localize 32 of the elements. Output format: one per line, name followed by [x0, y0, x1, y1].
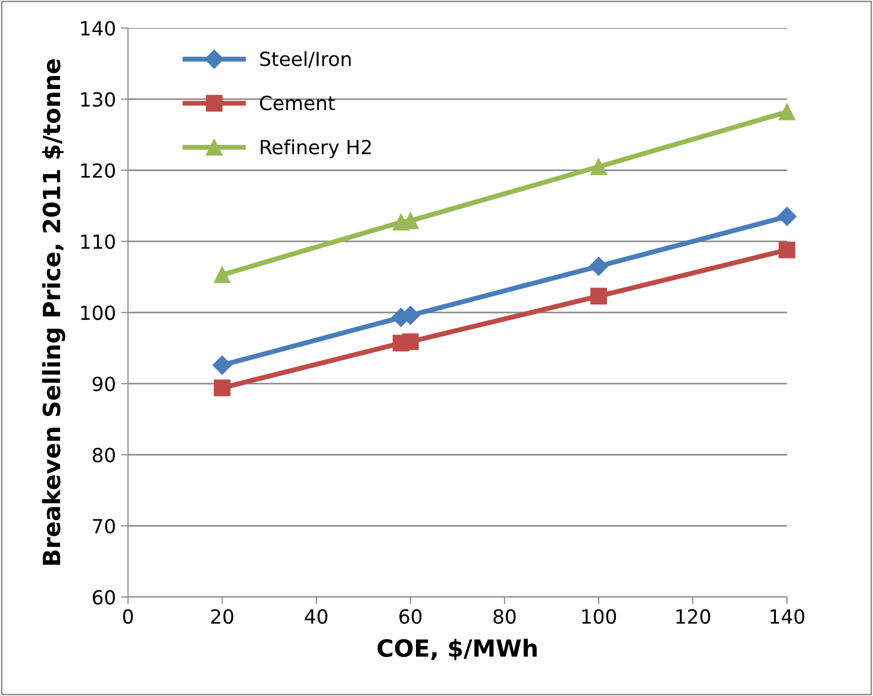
- y-tick-label: 70: [93, 518, 115, 534]
- y-tick-label: 110: [81, 234, 115, 250]
- y-tick-label: 60: [92, 590, 115, 605]
- point: [590, 288, 608, 304]
- x-tick-label: 100: [582, 609, 616, 624]
- point: [214, 380, 230, 396]
- point: [402, 333, 419, 350]
- x-tick-label: 0: [123, 609, 133, 624]
- point: [778, 242, 796, 258]
- y-tick-label: 90: [92, 376, 115, 392]
- point: [589, 256, 608, 276]
- legend-label: Steel/Iron: [260, 51, 351, 68]
- point: [590, 158, 608, 176]
- y-tick-label: 120: [81, 163, 115, 178]
- x-tick-label: 40: [304, 609, 328, 624]
- point: [212, 356, 232, 375]
- point: [778, 104, 796, 120]
- y-tick-label: 130: [81, 92, 115, 107]
- x-axis-title: COE, $/MWh: [378, 638, 537, 660]
- x-tick-label: 20: [211, 609, 234, 624]
- y-tick-label: 100: [81, 305, 115, 320]
- x-tick-label: 60: [399, 609, 422, 624]
- x-tick-label: 80: [494, 609, 516, 624]
- legend-label: Refinery H2: [260, 139, 371, 158]
- y-tick-label: 140: [81, 20, 115, 36]
- y-axis-title: Breakeven Selling Price, 2011 $/tonne: [42, 59, 66, 565]
- legend-label: Cement: [260, 96, 335, 110]
- point: [777, 206, 797, 226]
- x-tick-label: 140: [770, 609, 804, 624]
- y-tick-label: 80: [92, 448, 115, 462]
- x-tick-label: 120: [676, 609, 710, 624]
- point: [214, 266, 230, 284]
